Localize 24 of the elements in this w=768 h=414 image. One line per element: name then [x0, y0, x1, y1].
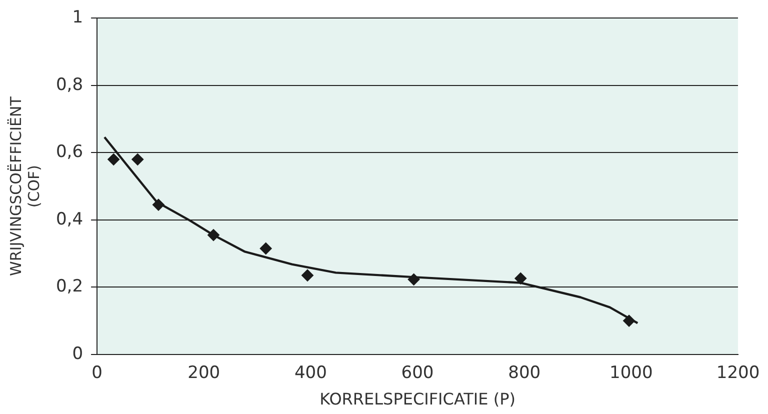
x-tick-label: 600	[401, 363, 434, 384]
x-tick-label: 200	[188, 363, 220, 384]
y-tick-label: 0,6	[56, 142, 84, 162]
point	[408, 273, 420, 286]
x-tick-label: 1200	[716, 363, 760, 384]
x-tick-label: 0	[92, 363, 102, 384]
y-tick-label: 1	[72, 8, 84, 28]
x-tick-label: 1000	[610, 363, 653, 384]
y-tick-label: 0,2	[56, 276, 84, 297]
y-tick-label: 0,8	[56, 74, 84, 95]
point	[152, 198, 164, 211]
y-axis-title: WRIJVINGSCOËFFICIËNT (COF)	[6, 96, 43, 276]
point	[260, 242, 272, 254]
x-tick-label: 400	[294, 363, 327, 384]
point	[207, 229, 220, 242]
y-tick-label: 0,4	[56, 209, 84, 230]
x-tick-label: 800	[508, 363, 541, 384]
x-axis-title: KORRELSPECIFICATIE (P)	[320, 390, 516, 409]
point	[132, 153, 144, 166]
point	[623, 314, 636, 327]
point	[301, 269, 314, 282]
y-tick-label: 0	[72, 344, 84, 364]
point	[514, 272, 527, 284]
point	[108, 153, 120, 166]
